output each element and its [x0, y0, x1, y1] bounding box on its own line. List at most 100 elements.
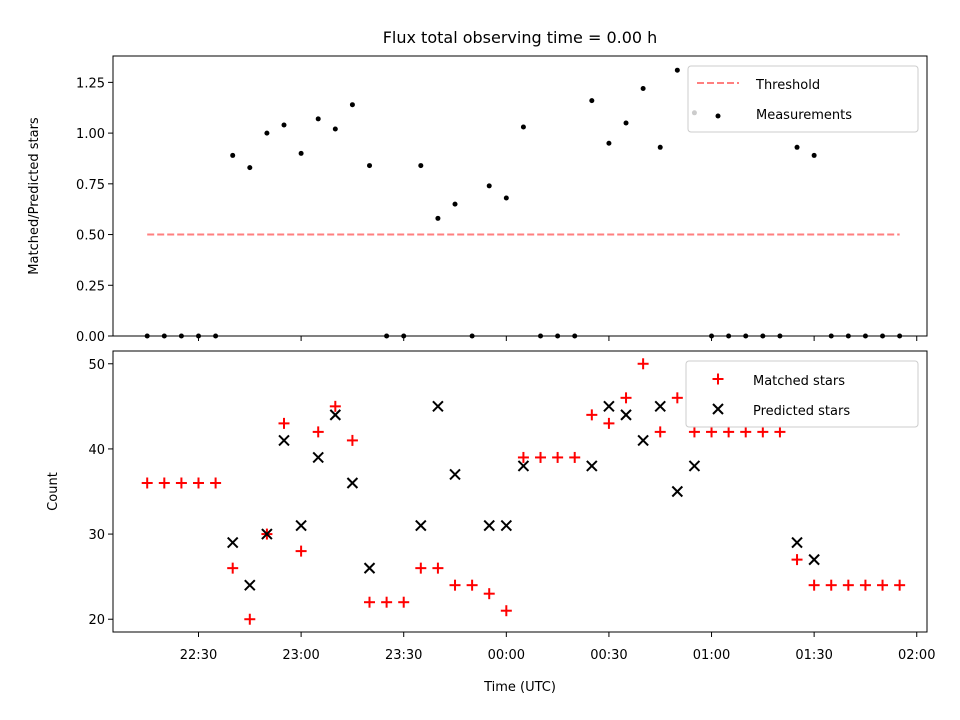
flux-ratio-y-tick-label: 0.75 [76, 178, 105, 193]
predicted-star-point-stroke [244, 579, 256, 591]
matched-star-point [312, 426, 324, 438]
x-tick-label: 00:00 [488, 648, 525, 663]
predicted-star-point [586, 460, 598, 472]
measurement-point [264, 130, 270, 136]
predicted-star-point [278, 434, 290, 447]
matched-star-point [398, 596, 410, 608]
predicted-star-point [620, 409, 632, 421]
matched-star-point [808, 579, 820, 591]
matched-star-point [842, 579, 854, 591]
predicted-star-point-stroke [654, 400, 666, 413]
matched-star-point [278, 417, 290, 429]
predicted-star-point [483, 519, 495, 532]
matched-star-point [620, 392, 632, 404]
predicted-star-point-stroke [586, 460, 598, 472]
measurement-point [674, 67, 680, 73]
measurement-point [247, 165, 253, 171]
star-count-legend: Matched stars Predicted stars [685, 360, 919, 428]
predicted-star-point [808, 553, 820, 566]
predicted-star-point [654, 400, 666, 413]
x-tick-label: 01:30 [795, 648, 832, 663]
predicted-star-point [432, 400, 444, 413]
predicted-star-point-stroke [329, 409, 342, 421]
measurement-point [315, 116, 321, 122]
predicted-star-point-stroke [500, 519, 513, 532]
matched-star-point [603, 417, 615, 429]
matched-star-point [723, 426, 735, 438]
matched-star-point [552, 451, 564, 463]
measurement-point [486, 183, 492, 189]
star-count-legend-box [685, 360, 919, 428]
predicted-star-point [688, 460, 701, 472]
matched-star-point [517, 451, 529, 463]
x-tick-label: 22:30 [180, 648, 217, 663]
predicted-stars-legend-label: Predicted stars [753, 404, 850, 419]
predicted-star-point [603, 400, 615, 413]
predicted-star-point-stroke [432, 400, 444, 413]
threshold-legend-label: Threshold [755, 78, 820, 93]
measurement-point [230, 152, 236, 158]
star-count-panel: 22:30 23:00 23:30 00:00 00:30 01:00 01:30 02:00… [46, 350, 935, 695]
star-count-y-tick-label: 30 [88, 528, 105, 543]
matched-star-point [671, 392, 683, 404]
matched-star-point [466, 579, 478, 591]
predicted-star-point [449, 468, 461, 481]
predicted-star-point-stroke [620, 409, 632, 421]
measurement-point [640, 85, 646, 91]
matched-star-point [859, 579, 871, 591]
flux-ratio-y-tick-label: 1.00 [76, 127, 105, 142]
predicted-star-point-stroke [808, 553, 820, 566]
star-count-y-tick-label: 20 [88, 613, 105, 628]
star-count-axes-frame [112, 350, 928, 633]
predicted-star-point [329, 409, 342, 421]
star-count-ticks: 22:30 23:00 23:30 00:00 00:30 01:00 01:30 02:00… [88, 358, 935, 663]
predicted-legend-glyph [712, 403, 724, 415]
matched-star-point [175, 477, 187, 489]
predicted-star-point-stroke [603, 400, 615, 413]
predicted-star-point-stroke [312, 451, 324, 464]
predicted-star-point [244, 579, 256, 591]
measurement-point [281, 122, 287, 128]
matched-star-point [774, 426, 786, 438]
matched-star-point [329, 400, 341, 412]
matched-star-point [877, 579, 889, 591]
predicted-star-point [346, 477, 359, 489]
measurement-point [349, 102, 355, 108]
chart-title: Flux total observing time = 0.00 h [383, 28, 658, 47]
matched-star-point [500, 605, 512, 617]
x-tick-label: 00:30 [590, 648, 627, 663]
predicted-star-point [637, 434, 649, 447]
predicted-star-point [261, 528, 273, 540]
star-count-y-tick-label: 40 [88, 443, 105, 458]
predicted-star-point [295, 519, 307, 532]
flux-ratio-axes-frame [112, 55, 928, 337]
predicted-star-point-stroke [517, 460, 530, 472]
matched-star-point [483, 588, 495, 600]
x-tick-label: 02:00 [898, 648, 935, 663]
matched-star-point [706, 426, 718, 438]
matched-star-point [449, 579, 461, 591]
matched-star-point [757, 426, 769, 438]
matched-star-point [141, 477, 153, 489]
matched-star-point [825, 579, 837, 591]
predicted-star-point-stroke [671, 485, 684, 498]
measurement-point [794, 144, 800, 150]
measurements-legend-label: Measurements [756, 108, 852, 123]
flux-ratio-y-tick-label: 1.25 [76, 76, 105, 91]
star-count-y-tick-label: 50 [88, 358, 105, 373]
predicted-star-point-stroke [363, 562, 376, 574]
matched-star-point [535, 451, 547, 463]
predicted-star-point-stroke [295, 519, 307, 532]
measurement-point [435, 215, 441, 221]
measurement-point [503, 195, 509, 201]
measurement-point [657, 144, 663, 150]
predicted-star-point-stroke [637, 434, 649, 447]
flux-ratio-y-tick-label: 0.25 [76, 279, 105, 294]
x-tick-label: 23:30 [385, 648, 422, 663]
predicted-star-point-stroke [415, 519, 427, 532]
measurement-point [589, 98, 595, 104]
flux-ratio-panel: 0.00 0.25 0.50 0.75 1.00 1.25 Matched/Predict… [27, 55, 928, 345]
x-axis-label: Time (UTC) [483, 680, 556, 695]
matched-star-point [432, 562, 444, 574]
